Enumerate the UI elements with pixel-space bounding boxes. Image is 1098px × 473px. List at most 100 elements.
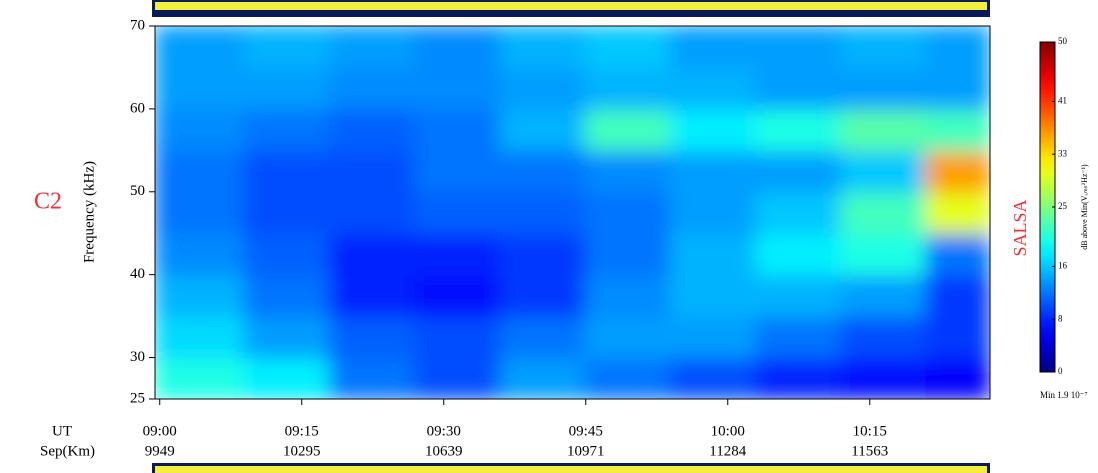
heatmap-cell (925, 66, 990, 110)
heatmap-cell (840, 190, 928, 235)
heatmap-cell (499, 66, 587, 110)
x-row2-tick-label: 9949 (145, 443, 175, 459)
heatmap-cell (243, 273, 332, 318)
heatmap-cell (499, 273, 587, 318)
heatmap-cell (499, 107, 587, 152)
y-axis-label: Frequency (kHz) (81, 161, 97, 263)
heatmap-cell (669, 232, 758, 276)
heatmap-cell (755, 273, 843, 318)
heatmap-cell (925, 107, 990, 152)
x-row2-tick-label: 10971 (567, 443, 605, 459)
heatmap-cell (925, 273, 990, 318)
x-row2-tick-label: 10295 (283, 443, 321, 459)
heatmap-cell (584, 26, 672, 69)
heatmap-cell (925, 232, 990, 276)
heatmap-cell (329, 107, 417, 152)
heatmap-cell (329, 149, 417, 193)
heatmap-cell (155, 273, 246, 318)
left-label: C2 (34, 189, 62, 215)
heatmap-cell (669, 149, 758, 193)
heatmap-cell (155, 149, 246, 193)
y-tick-label: 70 (130, 17, 145, 33)
heatmap-cell (243, 356, 332, 399)
heatmap-cell (499, 149, 587, 193)
colorbar-tick-label: 8 (1058, 313, 1063, 323)
heatmap-cell (755, 190, 843, 235)
heatmap-cell (155, 232, 246, 276)
heatmap-cell (755, 26, 843, 69)
x-tick-label: 10:00 (711, 423, 745, 439)
heatmap-cell (499, 315, 587, 359)
y-tick-label: 30 (130, 349, 145, 365)
x-row2-tick-label: 11563 (851, 443, 888, 459)
heatmap-cell (755, 149, 843, 193)
top-strip-band (155, 2, 987, 10)
heatmap-cell (499, 26, 587, 69)
heatmap-cell (584, 356, 672, 399)
heatmap-cell (414, 232, 502, 276)
heatmap-cell (414, 356, 502, 399)
heatmap-cell (840, 26, 928, 69)
heatmap-cell (329, 26, 417, 69)
heatmap-cell (669, 356, 758, 399)
heatmap-cell (243, 232, 332, 276)
x-tick-label: 09:30 (427, 423, 461, 439)
heatmap-cell (243, 66, 332, 110)
heatmap-cell (499, 356, 587, 399)
plot-frame (154, 25, 991, 400)
heatmap-cell (155, 26, 246, 69)
heatmap-cell (414, 26, 502, 69)
heatmap-cell (155, 356, 246, 399)
heatmap-cell (669, 26, 758, 69)
heatmap-cell (755, 315, 843, 359)
heatmap-cell (243, 107, 332, 152)
heatmap-cell (155, 107, 246, 152)
heatmap-cell (925, 190, 990, 235)
colorbar-tick-label: 41 (1058, 95, 1067, 105)
heatmap-cell (669, 315, 758, 359)
x-row-label: UT (52, 423, 72, 439)
colorbar-tick-label: 25 (1058, 201, 1068, 211)
heatmap-cell (414, 149, 502, 193)
heatmap-cell (329, 190, 417, 235)
heatmap-cell (243, 26, 332, 69)
heatmap-cell (840, 315, 928, 359)
heatmap-cell (243, 315, 332, 359)
heatmap-cell (329, 356, 417, 399)
x-row2-label: Sep(Km) (40, 443, 95, 459)
heatmap-cell (925, 26, 990, 69)
heatmap-cell (329, 273, 417, 318)
x-tick-label: 09:00 (143, 423, 177, 439)
heatmap-cell (243, 149, 332, 193)
heatmap-cell (755, 107, 843, 152)
heatmap-cell (499, 232, 587, 276)
y-tick-label: 40 (130, 266, 145, 282)
heatmap-cell (414, 315, 502, 359)
heatmap (155, 26, 990, 399)
heatmap-cells (155, 26, 990, 399)
heatmap-cell (840, 107, 928, 152)
heatmap-cell (925, 149, 990, 193)
heatmap-cell (840, 356, 928, 399)
heatmap-cell (925, 315, 990, 359)
colorbar-min-note: Min 1.9 10⁻⁷ (1040, 390, 1088, 400)
heatmap-cell (243, 190, 332, 235)
heatmap-cell (755, 232, 843, 276)
heatmap-cell (155, 190, 246, 235)
heatmap-cell (584, 107, 672, 152)
heatmap-cell (755, 356, 843, 399)
heatmap-cell (584, 149, 672, 193)
heatmap-cell (329, 232, 417, 276)
y-tick-label: 60 (130, 100, 145, 116)
heatmap-cell (414, 190, 502, 235)
heatmap-cell (669, 190, 758, 235)
heatmap-cell (414, 273, 502, 318)
y-tick-label: 50 (130, 183, 145, 199)
x-tick-label: 10:15 (853, 423, 887, 439)
heatmap-cell (414, 107, 502, 152)
heatmap-cell (669, 66, 758, 110)
colorbar-tick-label: 0 (1058, 366, 1063, 376)
heatmap-cell (155, 66, 246, 110)
heatmap-cell (414, 66, 502, 110)
